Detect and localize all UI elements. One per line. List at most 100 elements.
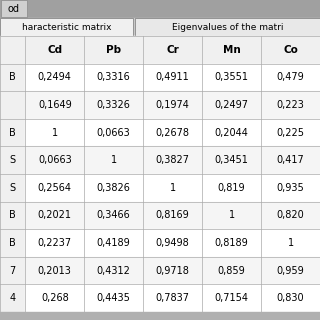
Bar bbox=[0, 257, 25, 284]
Text: 1: 1 bbox=[170, 183, 176, 193]
Text: 0,3551: 0,3551 bbox=[215, 72, 249, 82]
Bar bbox=[0, 36, 25, 64]
Bar bbox=[25, 91, 84, 119]
Bar bbox=[143, 257, 202, 284]
Text: 0,268: 0,268 bbox=[41, 293, 69, 303]
Text: 0,4189: 0,4189 bbox=[97, 238, 131, 248]
Text: 0,3827: 0,3827 bbox=[156, 155, 190, 165]
Text: 0,4435: 0,4435 bbox=[97, 293, 131, 303]
Bar bbox=[1, 0, 27, 17]
Bar bbox=[25, 202, 84, 229]
Text: 0,2237: 0,2237 bbox=[38, 238, 72, 248]
Text: 7: 7 bbox=[10, 266, 16, 276]
Bar bbox=[261, 174, 320, 202]
Bar bbox=[261, 119, 320, 147]
Bar bbox=[143, 229, 202, 257]
Text: 0,0663: 0,0663 bbox=[97, 128, 131, 138]
Text: 0,7154: 0,7154 bbox=[215, 293, 249, 303]
Bar bbox=[0, 91, 25, 119]
Bar bbox=[261, 257, 320, 284]
Text: 0,959: 0,959 bbox=[277, 266, 304, 276]
Text: Eigenvalues of the matri: Eigenvalues of the matri bbox=[172, 22, 283, 31]
Text: B: B bbox=[9, 128, 16, 138]
Bar bbox=[143, 119, 202, 147]
Text: 0,9498: 0,9498 bbox=[156, 238, 189, 248]
Text: 0,820: 0,820 bbox=[277, 211, 304, 220]
Text: 0,2013: 0,2013 bbox=[38, 266, 72, 276]
Bar bbox=[202, 64, 261, 91]
Bar bbox=[143, 202, 202, 229]
Bar bbox=[202, 119, 261, 147]
Text: Mn: Mn bbox=[223, 45, 240, 55]
Bar bbox=[25, 64, 84, 91]
Bar bbox=[84, 257, 143, 284]
Text: od: od bbox=[8, 4, 20, 13]
Bar bbox=[261, 229, 320, 257]
Text: 0,3316: 0,3316 bbox=[97, 72, 131, 82]
Bar bbox=[0, 18, 133, 36]
Bar bbox=[84, 202, 143, 229]
Text: 0,2564: 0,2564 bbox=[38, 183, 72, 193]
Bar bbox=[202, 174, 261, 202]
Text: 0,479: 0,479 bbox=[277, 72, 304, 82]
Text: 0,223: 0,223 bbox=[276, 100, 304, 110]
Bar bbox=[261, 36, 320, 64]
Bar bbox=[0, 64, 25, 91]
Text: 0,0663: 0,0663 bbox=[38, 155, 72, 165]
Bar bbox=[202, 284, 261, 312]
Bar bbox=[261, 64, 320, 91]
Bar bbox=[25, 36, 84, 64]
Text: Cd: Cd bbox=[47, 45, 62, 55]
Bar bbox=[25, 119, 84, 147]
Text: 1: 1 bbox=[228, 211, 235, 220]
Bar bbox=[0, 119, 25, 147]
Text: S: S bbox=[10, 155, 16, 165]
Text: 0,2678: 0,2678 bbox=[156, 128, 190, 138]
Bar bbox=[261, 202, 320, 229]
Text: 0,2497: 0,2497 bbox=[215, 100, 249, 110]
Bar bbox=[84, 119, 143, 147]
Bar bbox=[0, 174, 25, 202]
Bar bbox=[202, 147, 261, 174]
Bar bbox=[0, 202, 25, 229]
Text: 0,8169: 0,8169 bbox=[156, 211, 189, 220]
Text: 0,1649: 0,1649 bbox=[38, 100, 72, 110]
Text: Pb: Pb bbox=[106, 45, 121, 55]
Bar bbox=[143, 91, 202, 119]
Text: 0,3326: 0,3326 bbox=[97, 100, 131, 110]
Text: 1: 1 bbox=[287, 238, 293, 248]
Bar bbox=[84, 229, 143, 257]
Text: S: S bbox=[10, 183, 16, 193]
Text: 1: 1 bbox=[111, 155, 117, 165]
Bar bbox=[84, 36, 143, 64]
Bar bbox=[25, 147, 84, 174]
Text: 0,3451: 0,3451 bbox=[215, 155, 249, 165]
Text: 0,225: 0,225 bbox=[276, 128, 305, 138]
Text: 0,819: 0,819 bbox=[218, 183, 245, 193]
Bar bbox=[0, 147, 25, 174]
Text: 0,4911: 0,4911 bbox=[156, 72, 189, 82]
Text: B: B bbox=[9, 72, 16, 82]
Text: 0,8189: 0,8189 bbox=[215, 238, 248, 248]
Bar bbox=[0, 229, 25, 257]
Bar bbox=[25, 174, 84, 202]
Text: 0,2021: 0,2021 bbox=[38, 211, 72, 220]
Bar bbox=[0, 312, 320, 320]
Bar bbox=[25, 257, 84, 284]
Bar bbox=[0, 18, 320, 36]
Bar bbox=[143, 174, 202, 202]
Bar bbox=[84, 91, 143, 119]
Text: 0,3466: 0,3466 bbox=[97, 211, 131, 220]
Text: 0,2494: 0,2494 bbox=[38, 72, 72, 82]
Bar bbox=[84, 174, 143, 202]
Bar bbox=[202, 202, 261, 229]
Text: Co: Co bbox=[283, 45, 298, 55]
Text: 0,935: 0,935 bbox=[277, 183, 304, 193]
Bar bbox=[143, 147, 202, 174]
Bar bbox=[135, 18, 320, 36]
Text: B: B bbox=[9, 238, 16, 248]
Bar bbox=[84, 64, 143, 91]
Bar bbox=[202, 229, 261, 257]
Bar bbox=[25, 229, 84, 257]
Text: haracteristic matrix: haracteristic matrix bbox=[22, 22, 111, 31]
